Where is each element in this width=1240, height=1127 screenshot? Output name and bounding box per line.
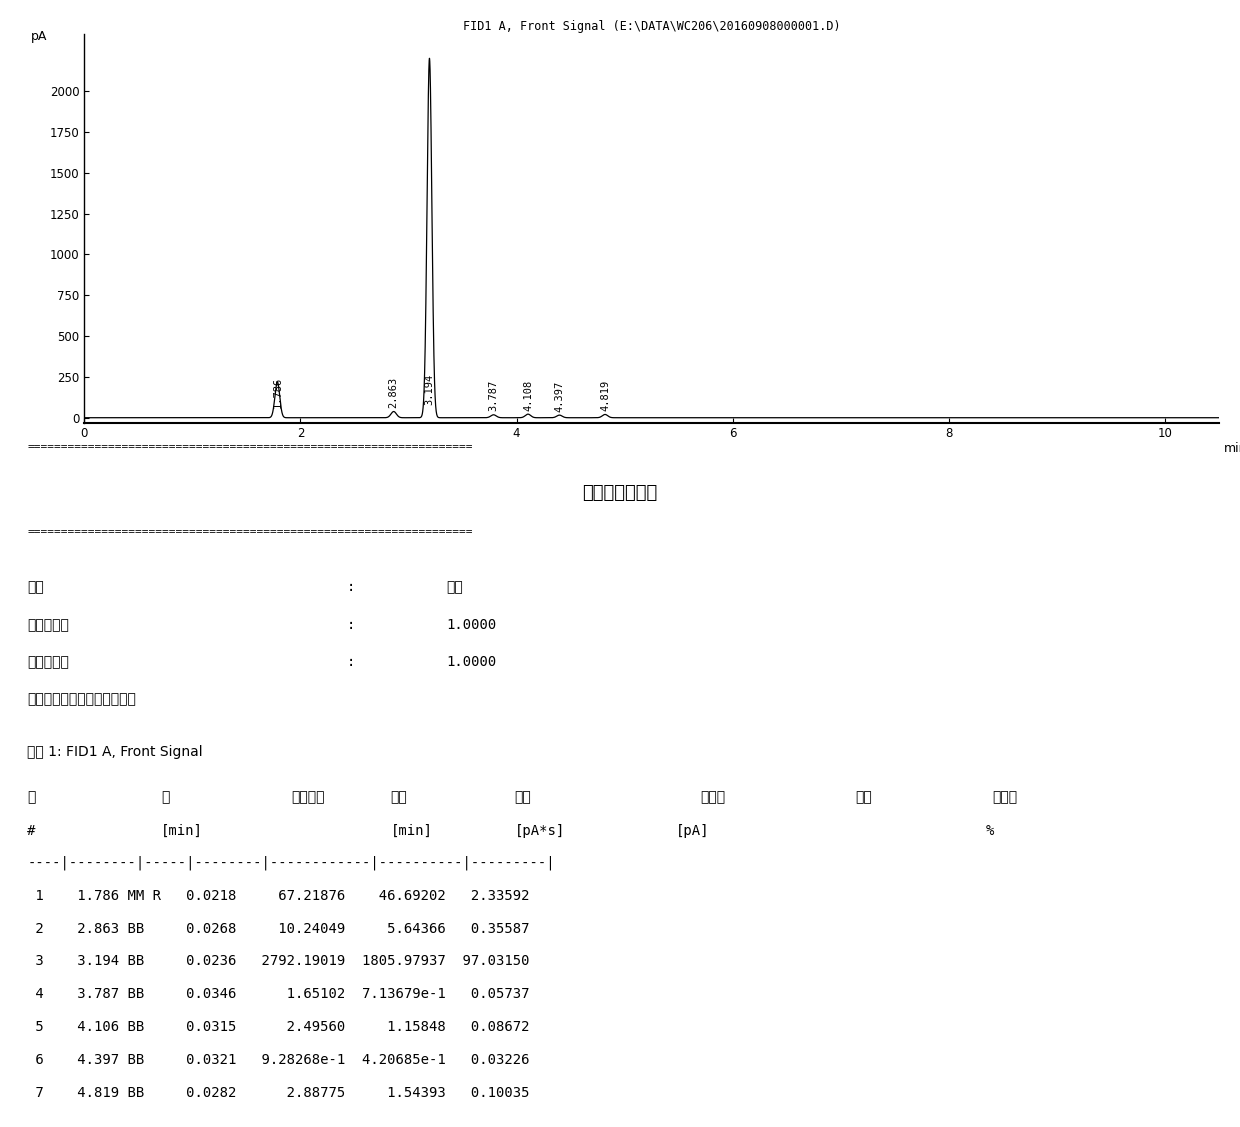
Text: 内标使用乘积因子和稀释因子: 内标使用乘积因子和稀释因子 [27, 692, 136, 707]
Text: 类型: 类型 [391, 790, 408, 805]
Text: 4.397: 4.397 [554, 380, 564, 411]
Text: 4.108: 4.108 [523, 380, 533, 411]
Text: 信号: 信号 [446, 580, 464, 594]
Text: 5    4.106 BB     0.0315      2.49560     1.15848   0.08672: 5 4.106 BB 0.0315 2.49560 1.15848 0.0867… [27, 1020, 529, 1035]
Text: 1.786: 1.786 [273, 376, 283, 408]
Text: 3    3.194 BB     0.0236   2792.19019  1805.97937  97.03150: 3 3.194 BB 0.0236 2792.19019 1805.97937 … [27, 955, 529, 968]
Text: :: : [347, 656, 356, 669]
Text: 1.0000: 1.0000 [446, 619, 497, 632]
Text: 3.194: 3.194 [424, 373, 434, 405]
Text: 3.787: 3.787 [489, 380, 498, 411]
Text: [min]: [min] [391, 824, 433, 837]
Text: %: % [986, 824, 994, 837]
Text: 峰: 峰 [161, 790, 170, 805]
Text: ==================================================================: ========================================… [27, 527, 472, 538]
Text: ==================================================================: ========================================… [27, 442, 472, 452]
Text: 面积百分比报告: 面积百分比报告 [583, 485, 657, 503]
Text: 稀释因子：: 稀释因子： [27, 656, 69, 669]
Text: 4    3.787 BB     0.0346      1.65102  7.13679e-1   0.05737: 4 3.787 BB 0.0346 1.65102 7.13679e-1 0.0… [27, 987, 529, 1001]
Text: 2    2.863 BB     0.0268     10.24049     5.64366   0.35587: 2 2.863 BB 0.0268 10.24049 5.64366 0.355… [27, 922, 529, 935]
Text: 4.819: 4.819 [600, 380, 610, 411]
Text: 7    4.819 BB     0.0282      2.88775     1.54393   0.10035: 7 4.819 BB 0.0282 2.88775 1.54393 0.1003… [27, 1085, 529, 1100]
Text: 2.863: 2.863 [388, 376, 399, 408]
Text: [pA]: [pA] [676, 824, 709, 837]
Text: min: min [1224, 442, 1240, 455]
Text: 峰宽: 峰宽 [515, 790, 532, 805]
Text: :: : [347, 619, 356, 632]
Text: 6    4.397 BB     0.0321   9.28268e-1  4.20685e-1   0.03226: 6 4.397 BB 0.0321 9.28268e-1 4.20685e-1 … [27, 1053, 529, 1067]
Text: 峰面积: 峰面积 [992, 790, 1017, 805]
Text: 信号 1: FID1 A, Front Signal: 信号 1: FID1 A, Front Signal [27, 745, 203, 758]
Text: 乘积因子：: 乘积因子： [27, 619, 69, 632]
Text: 峰面积: 峰面积 [701, 790, 725, 805]
Title: FID1 A, Front Signal (E:\DATA\WC206\20160908000001.D): FID1 A, Front Signal (E:\DATA\WC206\2016… [463, 19, 841, 33]
Text: 保留时间: 保留时间 [291, 790, 325, 805]
Text: 1    1.786 MM R   0.0218     67.21876    46.69202   2.33592: 1 1.786 MM R 0.0218 67.21876 46.69202 2.… [27, 889, 529, 903]
Text: #: # [27, 824, 36, 837]
Text: 排序: 排序 [27, 580, 45, 594]
Text: ----|--------|-----|--------|------------|----------|---------|: ----|--------|-----|--------|-----------… [27, 855, 556, 870]
Text: 峰: 峰 [27, 790, 36, 805]
Text: 1.0000: 1.0000 [446, 656, 497, 669]
Y-axis label: pA: pA [31, 30, 47, 43]
Text: [min]: [min] [161, 824, 203, 837]
Text: 峰高: 峰高 [856, 790, 873, 805]
Text: :: : [347, 580, 356, 594]
Text: [pA*s]: [pA*s] [515, 824, 565, 837]
